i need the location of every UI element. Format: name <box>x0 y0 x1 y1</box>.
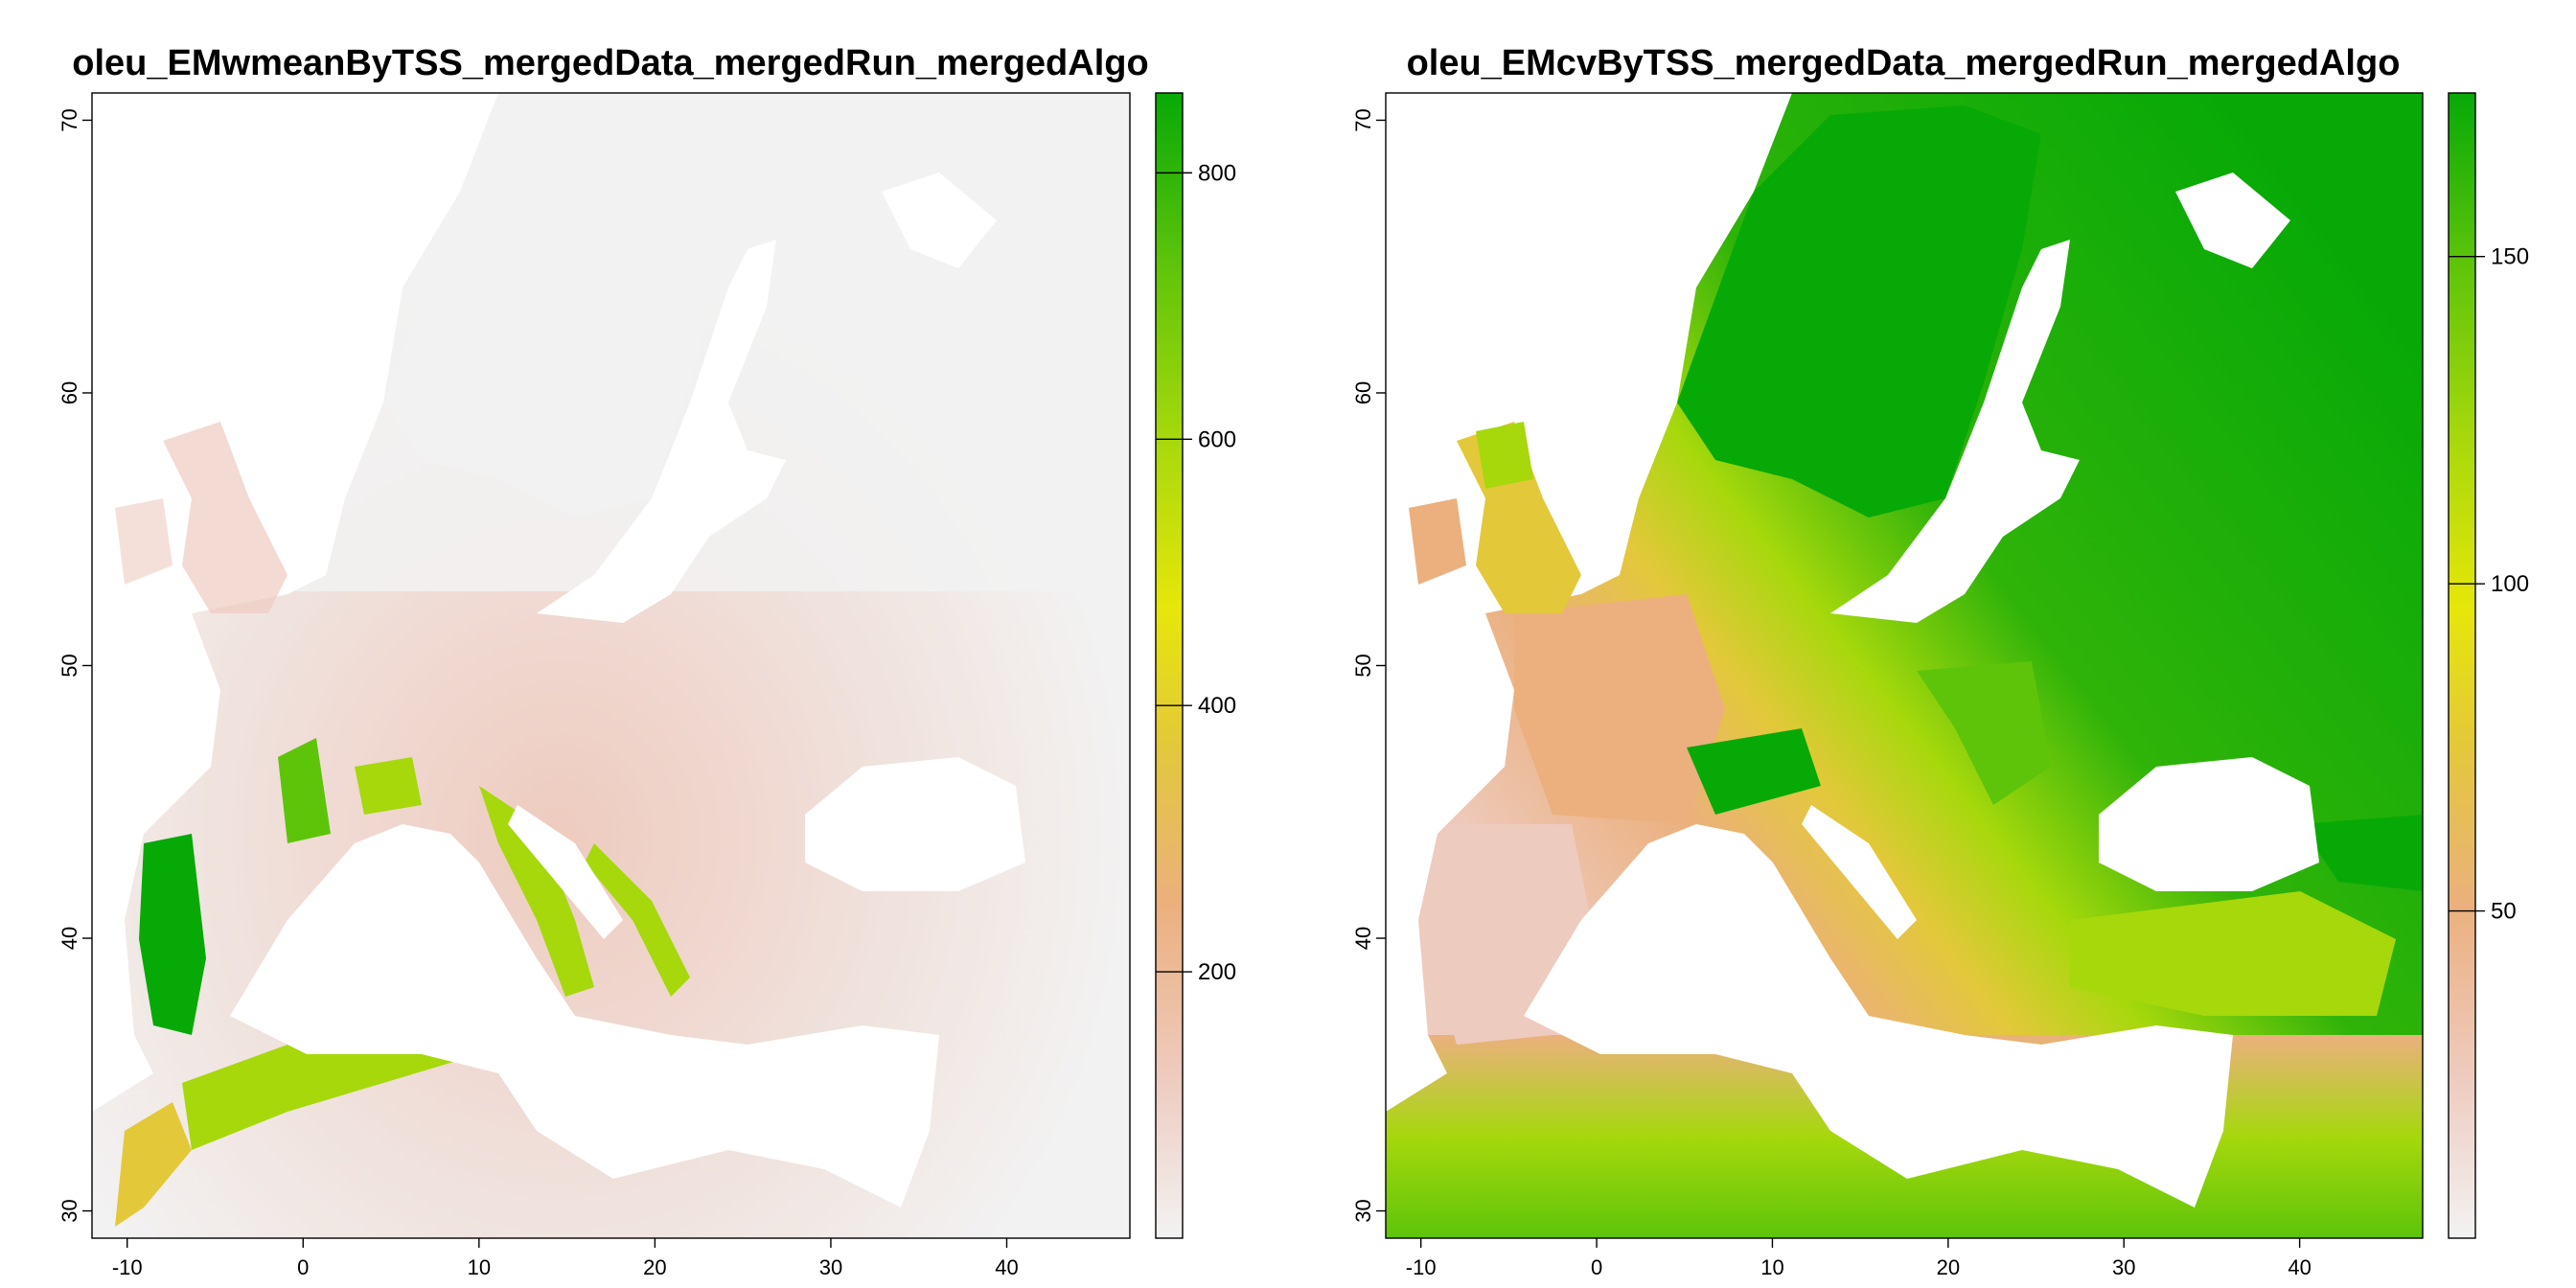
y-axis: 30 40 50 60 70 <box>58 108 92 1223</box>
colorbar-tick-label: 150 <box>2491 244 2529 270</box>
x-tick-label: 0 <box>297 1255 309 1279</box>
x-axis: -10 0 10 20 30 40 <box>1406 1238 2312 1279</box>
x-tick-label: 10 <box>468 1255 491 1279</box>
y-axis: 30 40 50 60 70 <box>1351 108 1386 1223</box>
y-tick-label: 50 <box>58 654 81 677</box>
caucasus-high <box>2300 815 2423 891</box>
x-tick-label: 20 <box>643 1255 666 1279</box>
alps-high <box>1687 728 1821 815</box>
colorbar-tick-label: 200 <box>1198 959 1236 985</box>
panel-cv: oleu_EMcvByTSS_mergedData_mergedRun_merg… <box>1351 43 2529 1279</box>
adriatic-sea <box>1802 805 1917 939</box>
y-tick-label: 40 <box>58 927 81 950</box>
scandinavia <box>383 105 748 518</box>
panel-mean: oleu_EMwmeanByTSS_mergedData_mergedRun_m… <box>58 43 1236 1279</box>
black-sea <box>805 757 1025 891</box>
x-tick-label: 10 <box>1760 1255 1783 1279</box>
morocco-coast <box>115 1102 192 1227</box>
ireland <box>1409 498 1466 585</box>
colorbar-gradient <box>1155 92 1184 1239</box>
atlantic-ocean <box>1386 613 1514 1112</box>
colorbar-tick-label: 50 <box>2491 899 2517 925</box>
atlantic-ocean <box>92 613 220 1112</box>
x-tick-label: -10 <box>1406 1255 1437 1279</box>
x-tick-label: 30 <box>2112 1255 2135 1279</box>
colorbar: 200 400 600 800 <box>1155 92 1236 1239</box>
x-tick-label: 40 <box>2288 1255 2311 1279</box>
balkans-coast <box>585 843 690 997</box>
scandinavia <box>1677 105 2041 518</box>
x-tick-label: 30 <box>819 1255 842 1279</box>
anatolia-mixed <box>2070 891 2396 1016</box>
y-tick-label: 40 <box>1351 927 1375 950</box>
ireland <box>115 498 172 585</box>
colorbar-ticks: 50 100 150 <box>2449 244 2529 925</box>
mediterranean-sea <box>230 824 939 1208</box>
colorbar-tick-label: 400 <box>1198 693 1236 719</box>
map-area <box>92 93 1130 1238</box>
carpathians-high <box>1917 661 2051 805</box>
y-tick-label: 70 <box>58 108 81 131</box>
y-tick-label: 50 <box>1351 654 1375 677</box>
adriatic-sea <box>508 805 623 939</box>
y-tick-label: 60 <box>58 381 81 404</box>
x-axis: -10 0 10 20 30 40 <box>112 1238 1019 1279</box>
great-britain <box>163 422 288 613</box>
x-tick-label: 20 <box>1937 1255 1960 1279</box>
white-sea <box>2175 172 2290 268</box>
colorbar-tick-label: 100 <box>2491 571 2529 597</box>
colorbar-ticks: 200 400 600 800 <box>1156 160 1236 985</box>
x-tick-label: 40 <box>995 1255 1018 1279</box>
baltic-sea <box>1830 240 2080 623</box>
italy-coast <box>479 786 594 997</box>
y-tick-label: 60 <box>1351 381 1375 404</box>
mediterranean-sea <box>1524 824 2233 1208</box>
panel-title: oleu_EMcvByTSS_mergedData_mergedRun_merg… <box>1407 43 2401 83</box>
baltic-sea <box>537 240 786 623</box>
y-tick-label: 70 <box>1351 108 1375 131</box>
colorbar-tick-label: 600 <box>1198 426 1236 452</box>
colorbar-gradient <box>2448 92 2476 1239</box>
white-sea <box>882 172 997 268</box>
panel-title: oleu_EMwmeanByTSS_mergedData_mergedRun_m… <box>72 43 1148 83</box>
y-tick-label: 30 <box>58 1199 81 1222</box>
y-tick-label: 30 <box>1351 1199 1375 1222</box>
black-sea <box>2099 757 2319 891</box>
alps-high <box>355 757 422 815</box>
iberia-coast-high <box>139 834 206 1035</box>
france-south-high <box>278 738 331 843</box>
x-tick-label: 0 <box>1591 1255 1602 1279</box>
map-area <box>1386 93 2423 1238</box>
scotland-high <box>1476 422 1533 489</box>
colorbar-tick-label: 800 <box>1198 160 1236 186</box>
x-tick-label: -10 <box>112 1255 143 1279</box>
france-low <box>1514 594 1725 824</box>
colorbar: 50 100 150 <box>2448 92 2529 1239</box>
